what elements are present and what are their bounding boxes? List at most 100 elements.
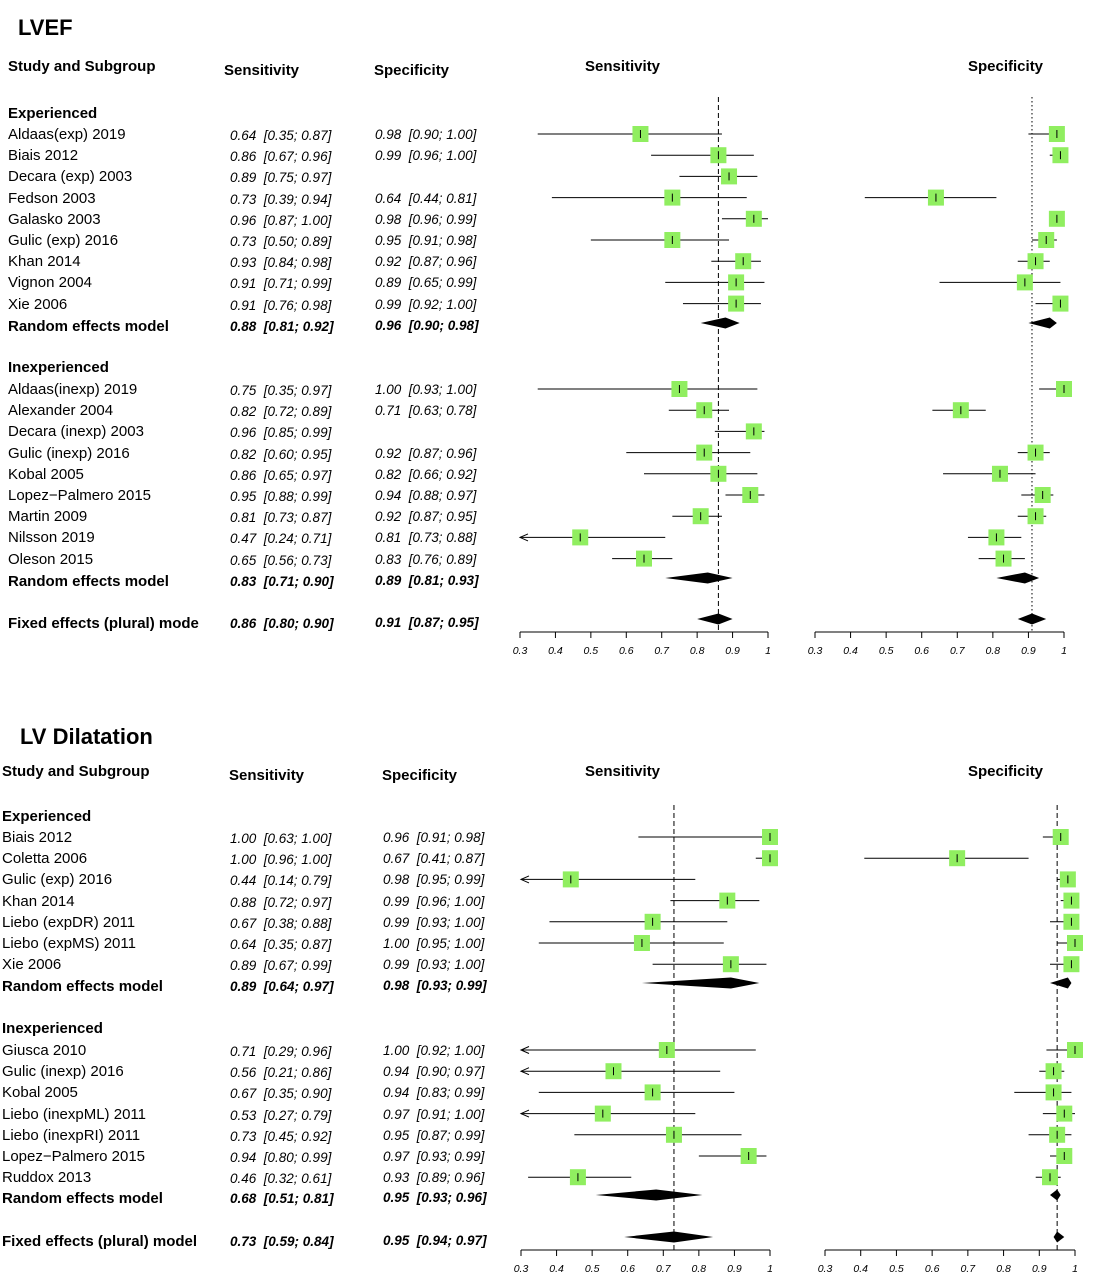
study-name: Biais 2012 xyxy=(2,829,73,846)
specificity-value: 0.89 [0.65; 0.99] xyxy=(375,275,477,291)
specificity-value: 0.64 [0.44; 0.81] xyxy=(375,190,477,206)
summary-name: Random effects model xyxy=(2,978,163,995)
study-name: Xie 2006 xyxy=(8,295,68,313)
x-axis-tick-label: 0.8 xyxy=(986,645,1001,657)
x-axis-tick-label: 0.3 xyxy=(513,645,528,657)
study-name: Biais 2012 xyxy=(8,147,79,165)
sensitivity-value: 0.82 [0.60; 0.95] xyxy=(230,446,332,462)
specificity-value: 0.97 [0.91; 1.00] xyxy=(383,1106,485,1122)
x-axis-tick-label: 0.5 xyxy=(585,1263,600,1275)
study-name: Xie 2006 xyxy=(2,956,62,974)
study-name: Aldaas(exp) 2019 xyxy=(8,126,126,143)
summary-name: Random effects model xyxy=(2,1190,163,1207)
sensitivity-value: 0.93 [0.84; 0.98] xyxy=(230,255,332,271)
subgroup-label: Experienced xyxy=(8,105,98,122)
specificity-value: 0.81 [0.73; 0.88] xyxy=(375,530,477,546)
x-axis-tick-label: 0.6 xyxy=(619,645,634,657)
summary-specificity: 0.98 [0.93; 0.99] xyxy=(383,978,487,993)
column-header-study: Study and Subgroup xyxy=(8,58,156,75)
study-name: Vignon 2004 xyxy=(8,274,92,292)
sensitivity-value: 0.94 [0.80; 0.99] xyxy=(230,1150,332,1165)
overall-sensitivity: 0.73 [0.59; 0.84] xyxy=(230,1234,334,1249)
specificity-value: 0.92 [0.87; 0.95] xyxy=(375,509,477,525)
specificity-value: 0.98 [0.90; 1.00] xyxy=(375,127,477,142)
summary-diamond xyxy=(996,572,1040,584)
x-axis-tick-label: 0.7 xyxy=(950,645,966,657)
specificity-value: 0.99 [0.93; 1.00] xyxy=(383,957,485,973)
specificity-value: 0.95 [0.87; 0.99] xyxy=(383,1127,485,1143)
summary-specificity: 0.89 [0.81; 0.93] xyxy=(375,573,479,588)
sensitivity-value: 0.73 [0.45; 0.92] xyxy=(230,1128,332,1144)
specificity-value: 0.94 [0.83; 0.99] xyxy=(383,1085,485,1101)
study-name: Lopez−Palmero 2015 xyxy=(2,1148,146,1165)
sensitivity-value: 0.47 [0.24; 0.71] xyxy=(230,531,332,547)
x-axis-tick-label: 0.8 xyxy=(996,1263,1011,1275)
sensitivity-forest-0: 0.3 0.4 0.5 0.6 0.7 0.8 0.9 1 xyxy=(513,97,771,657)
specificity-value: 0.92 [0.87; 0.96] xyxy=(375,254,477,270)
x-axis-tick-label: 1 xyxy=(767,1263,773,1275)
overall-specificity: 0.91 [0.87; 0.95] xyxy=(375,615,479,630)
specificity-value: 0.82 [0.66; 0.92] xyxy=(375,466,477,482)
summary-diamond xyxy=(1050,1189,1061,1201)
sensitivity-value: 0.65 [0.56; 0.73] xyxy=(230,552,332,568)
subgroup-label: Experienced xyxy=(2,808,92,825)
plot-header-sensitivity: Sensitivity xyxy=(585,763,661,780)
column-header-specificity: Specificity xyxy=(374,62,450,79)
plot-header-sensitivity: Sensitivity xyxy=(585,58,661,75)
study-name: Liebo (inexpML) 2011 xyxy=(2,1105,146,1123)
sensitivity-value: 0.91 [0.71; 0.99] xyxy=(230,276,332,292)
panel-title: LVEF xyxy=(18,15,73,40)
specificity-value: 0.94 [0.90; 0.97] xyxy=(383,1064,485,1080)
sensitivity-value: 0.67 [0.38; 0.88] xyxy=(230,915,332,931)
specificity-forest-1: 0.3 0.4 0.5 0.6 0.7 0.8 0.9 1 xyxy=(818,805,1083,1275)
x-axis-tick-label: 1 xyxy=(1061,645,1067,657)
overall-name: Fixed effects (plural) mode xyxy=(8,615,199,632)
sensitivity-value: 0.95 [0.88; 0.99] xyxy=(230,489,332,504)
study-name: Khan 2014 xyxy=(8,253,81,271)
panel-title: LV Dilatation xyxy=(20,724,153,749)
study-name: Aldaas(inexp) 2019 xyxy=(8,381,138,398)
overall-specificity: 0.95 [0.94; 0.97] xyxy=(383,1233,487,1248)
sensitivity-value: 0.91 [0.76; 0.98] xyxy=(230,297,332,313)
summary-diamond xyxy=(665,572,733,584)
specificity-value: 0.95 [0.91; 0.98] xyxy=(375,233,477,248)
ci-arrow xyxy=(518,533,529,542)
specificity-value: 0.96 [0.91; 0.98] xyxy=(383,830,485,845)
x-axis-tick-label: 0.4 xyxy=(853,1263,868,1275)
study-name: Fedson 2003 xyxy=(8,189,96,207)
sensitivity-value: 1.00 [0.96; 1.00] xyxy=(230,852,332,868)
sensitivity-value: 0.71 [0.29; 0.96] xyxy=(230,1044,332,1059)
sensitivity-value: 0.81 [0.73; 0.87] xyxy=(230,510,332,526)
x-axis-tick-label: 0.3 xyxy=(808,645,823,657)
specificity-value: 0.98 [0.96; 0.99] xyxy=(375,211,477,227)
specificity-value: 1.00 [0.93; 1.00] xyxy=(375,382,477,397)
summary-diamond xyxy=(700,317,740,329)
x-axis-tick-label: 1 xyxy=(1072,1263,1078,1275)
sensitivity-value: 0.64 [0.35; 0.87] xyxy=(230,128,332,143)
overall-name: Fixed effects (plural) model xyxy=(2,1233,198,1250)
study-name: Oleson 2015 xyxy=(8,550,94,568)
x-axis-tick-label: 0.5 xyxy=(584,645,599,657)
sensitivity-value: 0.89 [0.67; 0.99] xyxy=(230,958,332,974)
specificity-value: 0.99 [0.93; 1.00] xyxy=(383,914,485,930)
x-axis-tick-label: 0.3 xyxy=(818,1263,833,1275)
study-name: Gulic (inexp) 2016 xyxy=(2,1063,124,1081)
x-axis-tick-label: 0.4 xyxy=(843,645,858,657)
overall-diamond xyxy=(624,1231,714,1243)
sensitivity-value: 0.56 [0.21; 0.86] xyxy=(230,1065,332,1081)
study-name: Gulic (inexp) 2016 xyxy=(8,444,130,462)
specificity-value: 0.92 [0.87; 0.96] xyxy=(375,445,477,461)
ci-arrow xyxy=(519,1067,530,1076)
ci-arrow xyxy=(519,875,530,884)
x-axis-tick-label: 0.9 xyxy=(727,1263,742,1275)
study-name: Liebo (expMS) 2011 xyxy=(2,935,136,952)
specificity-value: 1.00 [0.92; 1.00] xyxy=(383,1043,485,1058)
x-axis-tick-label: 0.6 xyxy=(925,1263,940,1275)
specificity-value: 0.99 [0.96; 1.00] xyxy=(375,148,477,164)
x-axis-tick-label: 0.9 xyxy=(1032,1263,1047,1275)
ci-arrow xyxy=(519,1109,530,1118)
x-axis-tick-label: 1 xyxy=(765,645,771,657)
sensitivity-value: 0.67 [0.35; 0.90] xyxy=(230,1086,332,1102)
x-axis-tick-label: 0.9 xyxy=(1021,645,1036,657)
sensitivity-value: 0.44 [0.14; 0.79] xyxy=(230,873,332,889)
